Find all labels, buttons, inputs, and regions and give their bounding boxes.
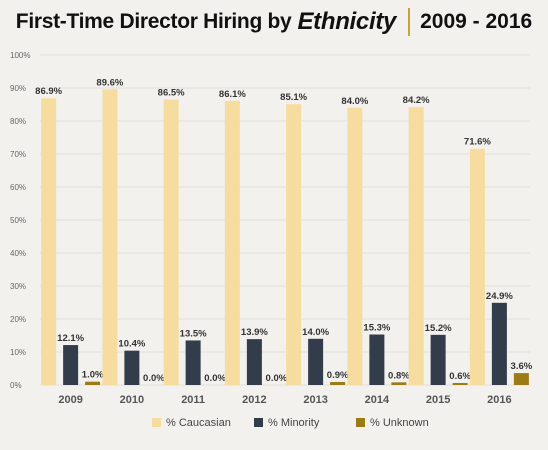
- bar-caucasian: [102, 89, 118, 385]
- legend-label: % Minority: [268, 417, 320, 429]
- bar-minority: [246, 339, 262, 385]
- y-tick-label: 0%: [10, 381, 22, 390]
- data-label: 0.9%: [327, 370, 349, 381]
- data-label: 13.9%: [241, 327, 268, 338]
- title-years: 2009 - 2016: [420, 10, 533, 33]
- data-label: 3.6%: [511, 361, 533, 372]
- data-label: 86.5%: [158, 88, 185, 99]
- bar-caucasian: [469, 148, 485, 385]
- y-tick-label: 40%: [10, 249, 26, 258]
- data-label: 15.3%: [363, 323, 390, 334]
- bar-caucasian: [286, 104, 302, 386]
- bar-unknown: [330, 382, 346, 385]
- data-label: 1.0%: [82, 370, 104, 381]
- legend-swatch: [356, 418, 365, 427]
- bar-caucasian: [41, 98, 57, 385]
- bar-minority: [185, 340, 201, 385]
- y-tick-label: 30%: [10, 282, 26, 291]
- bar-caucasian: [347, 107, 363, 386]
- bar-minority: [369, 334, 385, 385]
- y-tick-label: 100%: [10, 51, 30, 60]
- y-tick-label: 20%: [10, 315, 26, 324]
- data-label: 15.2%: [425, 323, 452, 334]
- data-label: 86.1%: [219, 89, 246, 100]
- x-tick-label: 2016: [487, 394, 511, 406]
- y-tick-label: 70%: [10, 150, 26, 159]
- data-label: 71.6%: [464, 137, 491, 148]
- chart-title: First-Time Director Hiring by Ethnicity …: [0, 0, 548, 44]
- data-label: 12.1%: [57, 333, 84, 344]
- data-label: 89.6%: [96, 77, 123, 88]
- legend-label: % Unknown: [370, 417, 429, 429]
- title-divider: [408, 8, 411, 36]
- data-label: 84.0%: [341, 96, 368, 107]
- data-label: 86.9%: [35, 86, 62, 97]
- y-tick-label: 10%: [10, 348, 26, 357]
- bar-minority: [491, 302, 507, 385]
- bar-minority: [430, 334, 446, 385]
- legend-swatch: [152, 418, 161, 427]
- x-tick-label: 2009: [58, 394, 82, 406]
- x-tick-label: 2011: [181, 394, 205, 406]
- data-label: 10.4%: [118, 339, 145, 350]
- title-emphasis: Ethnicity: [297, 8, 397, 35]
- bar-minority: [124, 350, 140, 385]
- title-main: First-Time Director Hiring by: [15, 10, 292, 33]
- x-tick-label: 2014: [365, 394, 390, 406]
- bar-minority: [308, 338, 324, 385]
- x-tick-label: 2012: [242, 394, 266, 406]
- data-label: 14.0%: [302, 327, 329, 338]
- bar-caucasian: [408, 107, 424, 385]
- legend-swatch: [254, 418, 263, 427]
- data-label: 84.2%: [403, 95, 430, 106]
- data-label: 0.0%: [266, 373, 288, 384]
- data-label: 24.9%: [486, 291, 513, 302]
- bar-caucasian: [163, 99, 179, 386]
- data-label: 13.5%: [180, 328, 207, 339]
- bar-unknown: [513, 373, 529, 385]
- y-tick-label: 50%: [10, 216, 26, 225]
- data-label: 0.6%: [449, 371, 471, 382]
- data-label: 0.0%: [204, 373, 226, 384]
- bar-unknown: [391, 382, 407, 385]
- legend-label: % Caucasian: [166, 417, 231, 429]
- bar-unknown: [452, 383, 468, 385]
- x-tick-label: 2010: [120, 394, 144, 406]
- y-tick-label: 60%: [10, 183, 26, 192]
- x-tick-label: 2013: [303, 394, 327, 406]
- data-label: 85.1%: [280, 92, 307, 103]
- data-label: 0.8%: [388, 370, 410, 381]
- y-tick-label: 80%: [10, 117, 26, 126]
- x-tick-label: 2015: [426, 394, 450, 406]
- bar-minority: [63, 345, 79, 385]
- bar-caucasian: [224, 100, 240, 386]
- y-tick-label: 90%: [10, 84, 26, 93]
- bar-unknown: [85, 381, 101, 385]
- data-label: 0.0%: [143, 373, 165, 384]
